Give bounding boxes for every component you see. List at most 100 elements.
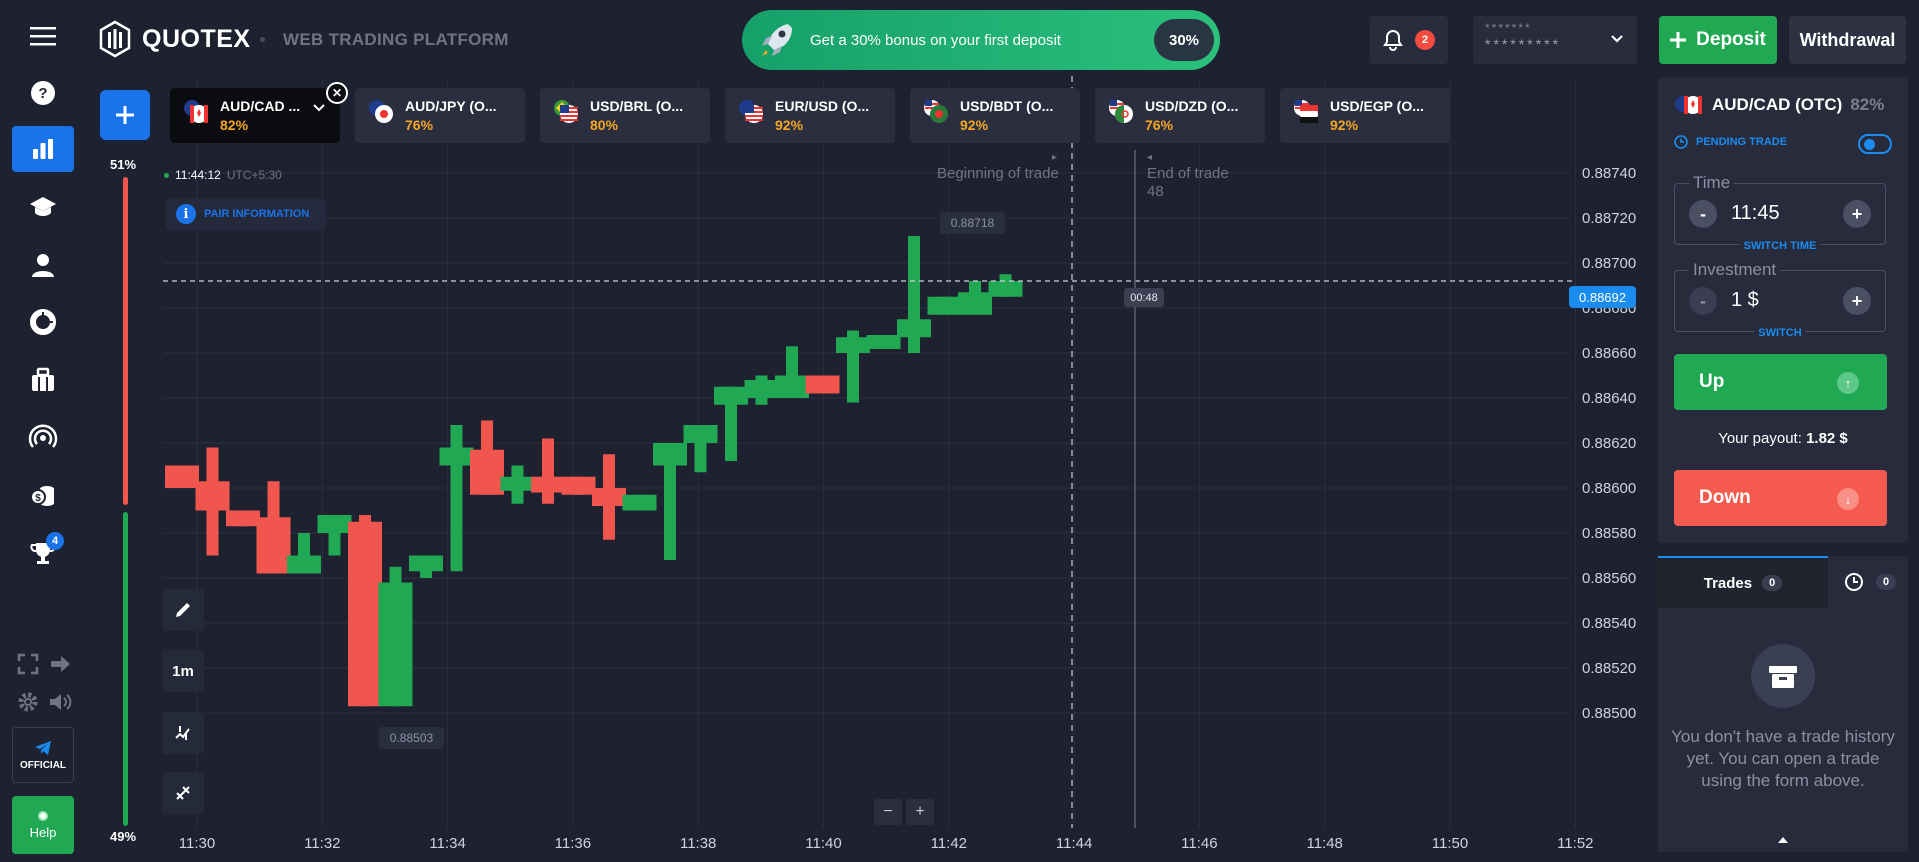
- fullscreen-icon[interactable]: [14, 650, 42, 678]
- candle-body: [470, 449, 504, 495]
- user-icon: [32, 254, 54, 277]
- sidebar-market-button[interactable]: [12, 357, 74, 403]
- asset-tab-name: EUR/USD (O...: [775, 98, 870, 114]
- trades-history-panel: Trades 0 0 You don't have a trade histor…: [1658, 556, 1908, 852]
- asset-tab-usd-brl[interactable]: USD/BRL (O... 80%: [540, 88, 710, 143]
- sentiment-down-bar: [123, 177, 128, 505]
- tab-trades[interactable]: Trades 0: [1658, 556, 1828, 608]
- asset-tab-usd-egp[interactable]: USD/EGP (O... 92%: [1280, 88, 1450, 143]
- zoom-out-button[interactable]: −: [874, 799, 902, 825]
- brand-logo[interactable]: QUOTEX: [98, 20, 251, 58]
- investment-value[interactable]: 1 $: [1731, 289, 1759, 311]
- candle-body: [683, 425, 718, 443]
- asset-tab-aud-jpy[interactable]: AUD/JPY (O... 76%: [355, 88, 525, 143]
- trades-count: 0: [1762, 575, 1783, 591]
- hamburger-menu-icon[interactable]: [28, 22, 58, 50]
- official-telegram-button[interactable]: OFFICIAL: [12, 727, 74, 783]
- pending-trade-toggle[interactable]: [1858, 134, 1892, 154]
- asset-tab-aud-cad[interactable]: AUD/CAD ... 82% ✕: [170, 82, 348, 143]
- withdrawal-button[interactable]: Withdrawal: [1789, 16, 1906, 64]
- candle-body: [988, 281, 1023, 297]
- time-tick-label: 11:48: [1306, 835, 1342, 852]
- down-label: Down: [1699, 487, 1751, 508]
- investment-decrease-button[interactable]: -: [1689, 287, 1717, 315]
- top-header: QUOTEX WEB TRADING PLATFORM Get a 30% bo…: [86, 0, 1919, 80]
- chart-type-icon: [175, 726, 190, 740]
- empty-trades-message: You don't have a trade history yet. You …: [1671, 727, 1895, 790]
- asset-tab-payout: 92%: [1330, 117, 1359, 133]
- time-tick-label: 11:30: [179, 835, 215, 852]
- close-tab-icon[interactable]: ✕: [326, 82, 348, 104]
- candle-body: [714, 386, 748, 405]
- candle-body: [531, 476, 565, 493]
- price-tick-label: 0.88640: [1582, 390, 1636, 407]
- clock-icon: [1844, 573, 1863, 591]
- down-button[interactable]: Down ↓: [1674, 470, 1887, 526]
- help-chat-button[interactable]: Help: [12, 796, 74, 854]
- signal-broadcast-icon: [28, 424, 58, 448]
- candle-body: [653, 443, 687, 466]
- settings-gear-icon[interactable]: [14, 688, 42, 716]
- svg-text:?: ?: [38, 85, 47, 102]
- price-tick-label: 0.88720: [1582, 210, 1636, 227]
- asset-tab-usd-dzd[interactable]: USD/DZD (O... 76%: [1095, 88, 1265, 143]
- chevron-down-icon: [1611, 35, 1623, 43]
- live-dot-icon: [164, 172, 169, 178]
- sidebar-education-button[interactable]: [12, 184, 74, 230]
- switch-time-link[interactable]: SWITCH TIME: [1739, 240, 1821, 252]
- flag-us-dz-icon: [1109, 100, 1133, 123]
- candle-wick: [664, 443, 676, 560]
- selected-asset[interactable]: AUD/CAD (OTC) 82%: [1674, 93, 1884, 117]
- up-button[interactable]: Up ↑: [1674, 354, 1887, 410]
- arrow-up-icon: ↑: [1837, 372, 1859, 394]
- logout-arrow-icon[interactable]: [46, 650, 74, 678]
- indicators-button[interactable]: [162, 772, 204, 814]
- time-value[interactable]: 11:45: [1731, 202, 1780, 224]
- sidebar-finance-button[interactable]: $: [12, 472, 74, 518]
- sidebar-account-button[interactable]: [12, 242, 74, 288]
- draw-tool-button[interactable]: [162, 589, 204, 631]
- chevron-down-icon[interactable]: [312, 100, 326, 114]
- sound-speaker-icon[interactable]: [46, 688, 74, 716]
- zoom-in-button[interactable]: +: [906, 799, 934, 825]
- time-tick-label: 11:34: [429, 835, 465, 852]
- candle-body: [378, 582, 413, 707]
- sentiment-up-bar: [123, 512, 128, 826]
- candle-body: [500, 476, 535, 491]
- time-tick-label: 11:36: [555, 835, 591, 852]
- sidebar-tournaments-button[interactable]: 4: [12, 530, 74, 576]
- investment-increase-button[interactable]: +: [1843, 287, 1871, 315]
- chart-type-button[interactable]: [162, 712, 204, 754]
- tab-pending-history[interactable]: 0: [1832, 556, 1908, 608]
- switch-investment-link[interactable]: SWITCH: [1754, 327, 1806, 339]
- price-tick-label: 0.88700: [1582, 255, 1636, 272]
- flag-au-jp-icon: [369, 100, 393, 123]
- trade-form-panel: AUD/CAD (OTC) 82% PENDING TRADE Time - 1…: [1658, 77, 1908, 543]
- add-asset-button[interactable]: [100, 90, 150, 140]
- sidebar-trade-button[interactable]: [12, 126, 74, 172]
- caret-up-icon[interactable]: [1777, 836, 1789, 844]
- deposit-label: Deposit: [1696, 29, 1766, 50]
- timeframe-button[interactable]: 1m: [162, 650, 204, 692]
- time-decrease-button[interactable]: -: [1689, 200, 1717, 228]
- bonus-promo-banner[interactable]: Get a 30% bonus on your first deposit 30…: [742, 10, 1220, 70]
- separator-dot: [260, 37, 265, 42]
- notifications-button[interactable]: 2: [1370, 16, 1448, 64]
- sidebar-help-button[interactable]: ?: [12, 70, 74, 116]
- telegram-plane-icon: [35, 740, 51, 755]
- deposit-button[interactable]: Deposit: [1659, 16, 1777, 64]
- sidebar-analytics-button[interactable]: [12, 299, 74, 345]
- pair-information-button[interactable]: i PAIR INFORMATION: [166, 198, 326, 230]
- price-tick-label: 0.88600: [1582, 480, 1636, 497]
- candle-timer-tag: 00:48: [1124, 288, 1164, 307]
- asset-tab-usd-bdt[interactable]: USD/BDT (O... 92%: [910, 88, 1080, 143]
- account-balance-selector[interactable]: ******* *********: [1473, 16, 1637, 64]
- sidebar-signals-button[interactable]: [12, 415, 74, 461]
- asset-tab-eur-usd[interactable]: EUR/USD (O... 92%: [725, 88, 895, 143]
- asset-tab-payout: 76%: [1145, 117, 1174, 133]
- time-increase-button[interactable]: +: [1843, 200, 1871, 228]
- left-sidebar: ? $ 4: [0, 0, 86, 862]
- candle-body: [287, 555, 321, 574]
